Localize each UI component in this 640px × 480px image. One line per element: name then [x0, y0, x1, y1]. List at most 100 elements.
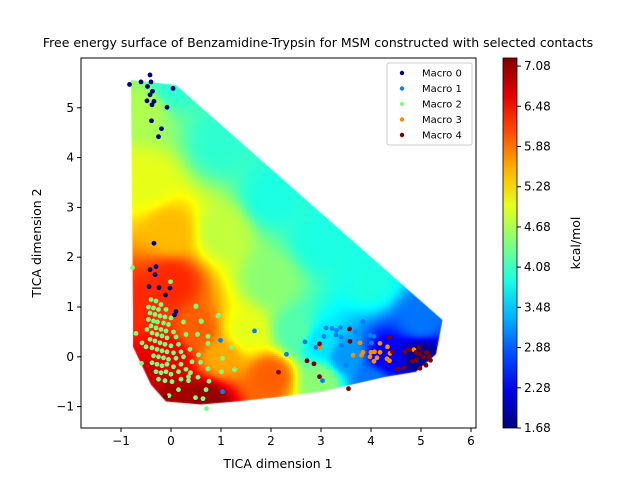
x-tick-label: −1	[112, 434, 130, 448]
point-macro-2	[195, 374, 201, 380]
point-macro-2	[148, 323, 154, 329]
point-macro-3	[377, 349, 383, 355]
legend-label: Macro 0	[422, 69, 462, 80]
point-macro-1	[313, 344, 319, 350]
point-macro-0	[163, 292, 168, 298]
colorbar-tick-label: 4.68	[524, 220, 551, 234]
point-macro-2	[163, 328, 169, 334]
point-macro-2	[229, 344, 234, 350]
point-macro-2	[156, 354, 161, 360]
x-tick-label: 0	[167, 434, 175, 448]
colorbar-tick-label: 2.88	[524, 341, 551, 355]
y-tick-label: 2	[66, 250, 74, 264]
x-tick-label: 1	[217, 434, 225, 448]
colorbar-tick-label: 5.88	[524, 139, 551, 153]
point-macro-4	[346, 386, 351, 392]
point-macro-2	[232, 367, 237, 373]
y-tick-label: 4	[66, 151, 74, 165]
point-macro-2	[203, 387, 209, 393]
point-macro-4	[276, 369, 281, 375]
point-macro-2	[162, 341, 168, 347]
point-macro-2	[156, 376, 161, 382]
scatter-points	[127, 72, 433, 411]
point-macro-2	[164, 361, 170, 367]
point-macro-2	[144, 326, 150, 332]
point-macro-2	[158, 302, 164, 307]
point-macro-0	[149, 102, 155, 108]
point-macro-2	[168, 343, 174, 349]
point-macro-4	[390, 349, 395, 355]
point-macro-0	[144, 98, 150, 104]
point-macro-2	[164, 349, 170, 355]
colorbar-tick-label: 6.48	[524, 99, 551, 113]
point-macro-2	[149, 345, 155, 351]
point-macro-2	[143, 344, 149, 350]
legend-label: Macro 3	[422, 115, 462, 126]
y-tick-label: 5	[66, 101, 74, 115]
point-macro-0	[172, 312, 177, 318]
point-macro-1	[338, 325, 343, 330]
point-macro-2	[183, 366, 189, 372]
point-macro-2	[215, 313, 221, 319]
point-macro-2	[162, 314, 168, 320]
colorbar-ticks: 1.68 2.28 2.88 3.48 4.08 4.68 5.28 5.88 6.48 7.08	[517, 59, 551, 435]
point-macro-2	[166, 356, 171, 362]
x-tick-label: 5	[417, 434, 425, 448]
y-tick-label: −1	[56, 400, 74, 414]
point-macro-2	[195, 331, 200, 337]
point-macro-4	[417, 365, 423, 371]
point-macro-2	[196, 352, 201, 358]
point-macro-2	[139, 340, 145, 346]
point-macro-1	[367, 332, 373, 338]
point-macro-4	[414, 357, 419, 363]
point-macro-4	[426, 353, 432, 359]
point-macro-4	[386, 334, 392, 340]
point-macro-2	[187, 346, 193, 352]
colorbar	[502, 57, 518, 429]
point-macro-2	[183, 331, 189, 337]
plot-frame	[80, 57, 477, 429]
point-macro-4	[406, 346, 412, 352]
point-macro-1	[371, 333, 377, 339]
point-macro-2	[178, 349, 184, 355]
point-macro-4	[424, 349, 429, 355]
legend-marker	[399, 70, 405, 76]
point-macro-2	[151, 353, 156, 359]
point-macro-3	[387, 358, 392, 364]
point-macro-3	[368, 349, 374, 355]
point-macro-2	[186, 378, 191, 384]
legend-box	[386, 62, 473, 146]
point-macro-0	[147, 267, 153, 273]
x-tick-label: 6	[467, 434, 475, 448]
point-macro-4	[347, 326, 352, 332]
point-macro-3	[357, 340, 363, 346]
point-macro-4	[417, 351, 423, 357]
colorbar-tick-label: 2.28	[524, 381, 551, 395]
point-macro-3	[372, 349, 377, 355]
point-macro-2	[176, 369, 181, 375]
point-macro-2	[173, 355, 179, 361]
point-macro-2	[178, 376, 184, 382]
y-tick-label: 1	[66, 300, 74, 314]
point-macro-0	[150, 88, 155, 94]
point-macro-3	[374, 355, 380, 361]
point-macro-2	[169, 379, 175, 385]
point-macro-2	[158, 326, 164, 332]
colorbar-tick-label: 4.08	[524, 260, 551, 274]
point-macro-3	[359, 352, 364, 358]
point-macro-0	[153, 264, 159, 270]
x-tick-label: 3	[317, 434, 325, 448]
y-axis: −1 0 1 2 3 4 5	[56, 101, 81, 414]
point-macro-0	[151, 98, 157, 104]
legend-marker	[399, 101, 405, 107]
point-macro-2	[152, 312, 158, 317]
x-tick-label: 2	[267, 434, 275, 448]
point-macro-4	[402, 364, 407, 370]
point-macro-2	[157, 313, 163, 319]
point-macro-2	[157, 340, 163, 346]
point-macro-2	[147, 310, 153, 316]
point-macro-0	[147, 92, 153, 98]
point-macro-0	[146, 284, 152, 289]
